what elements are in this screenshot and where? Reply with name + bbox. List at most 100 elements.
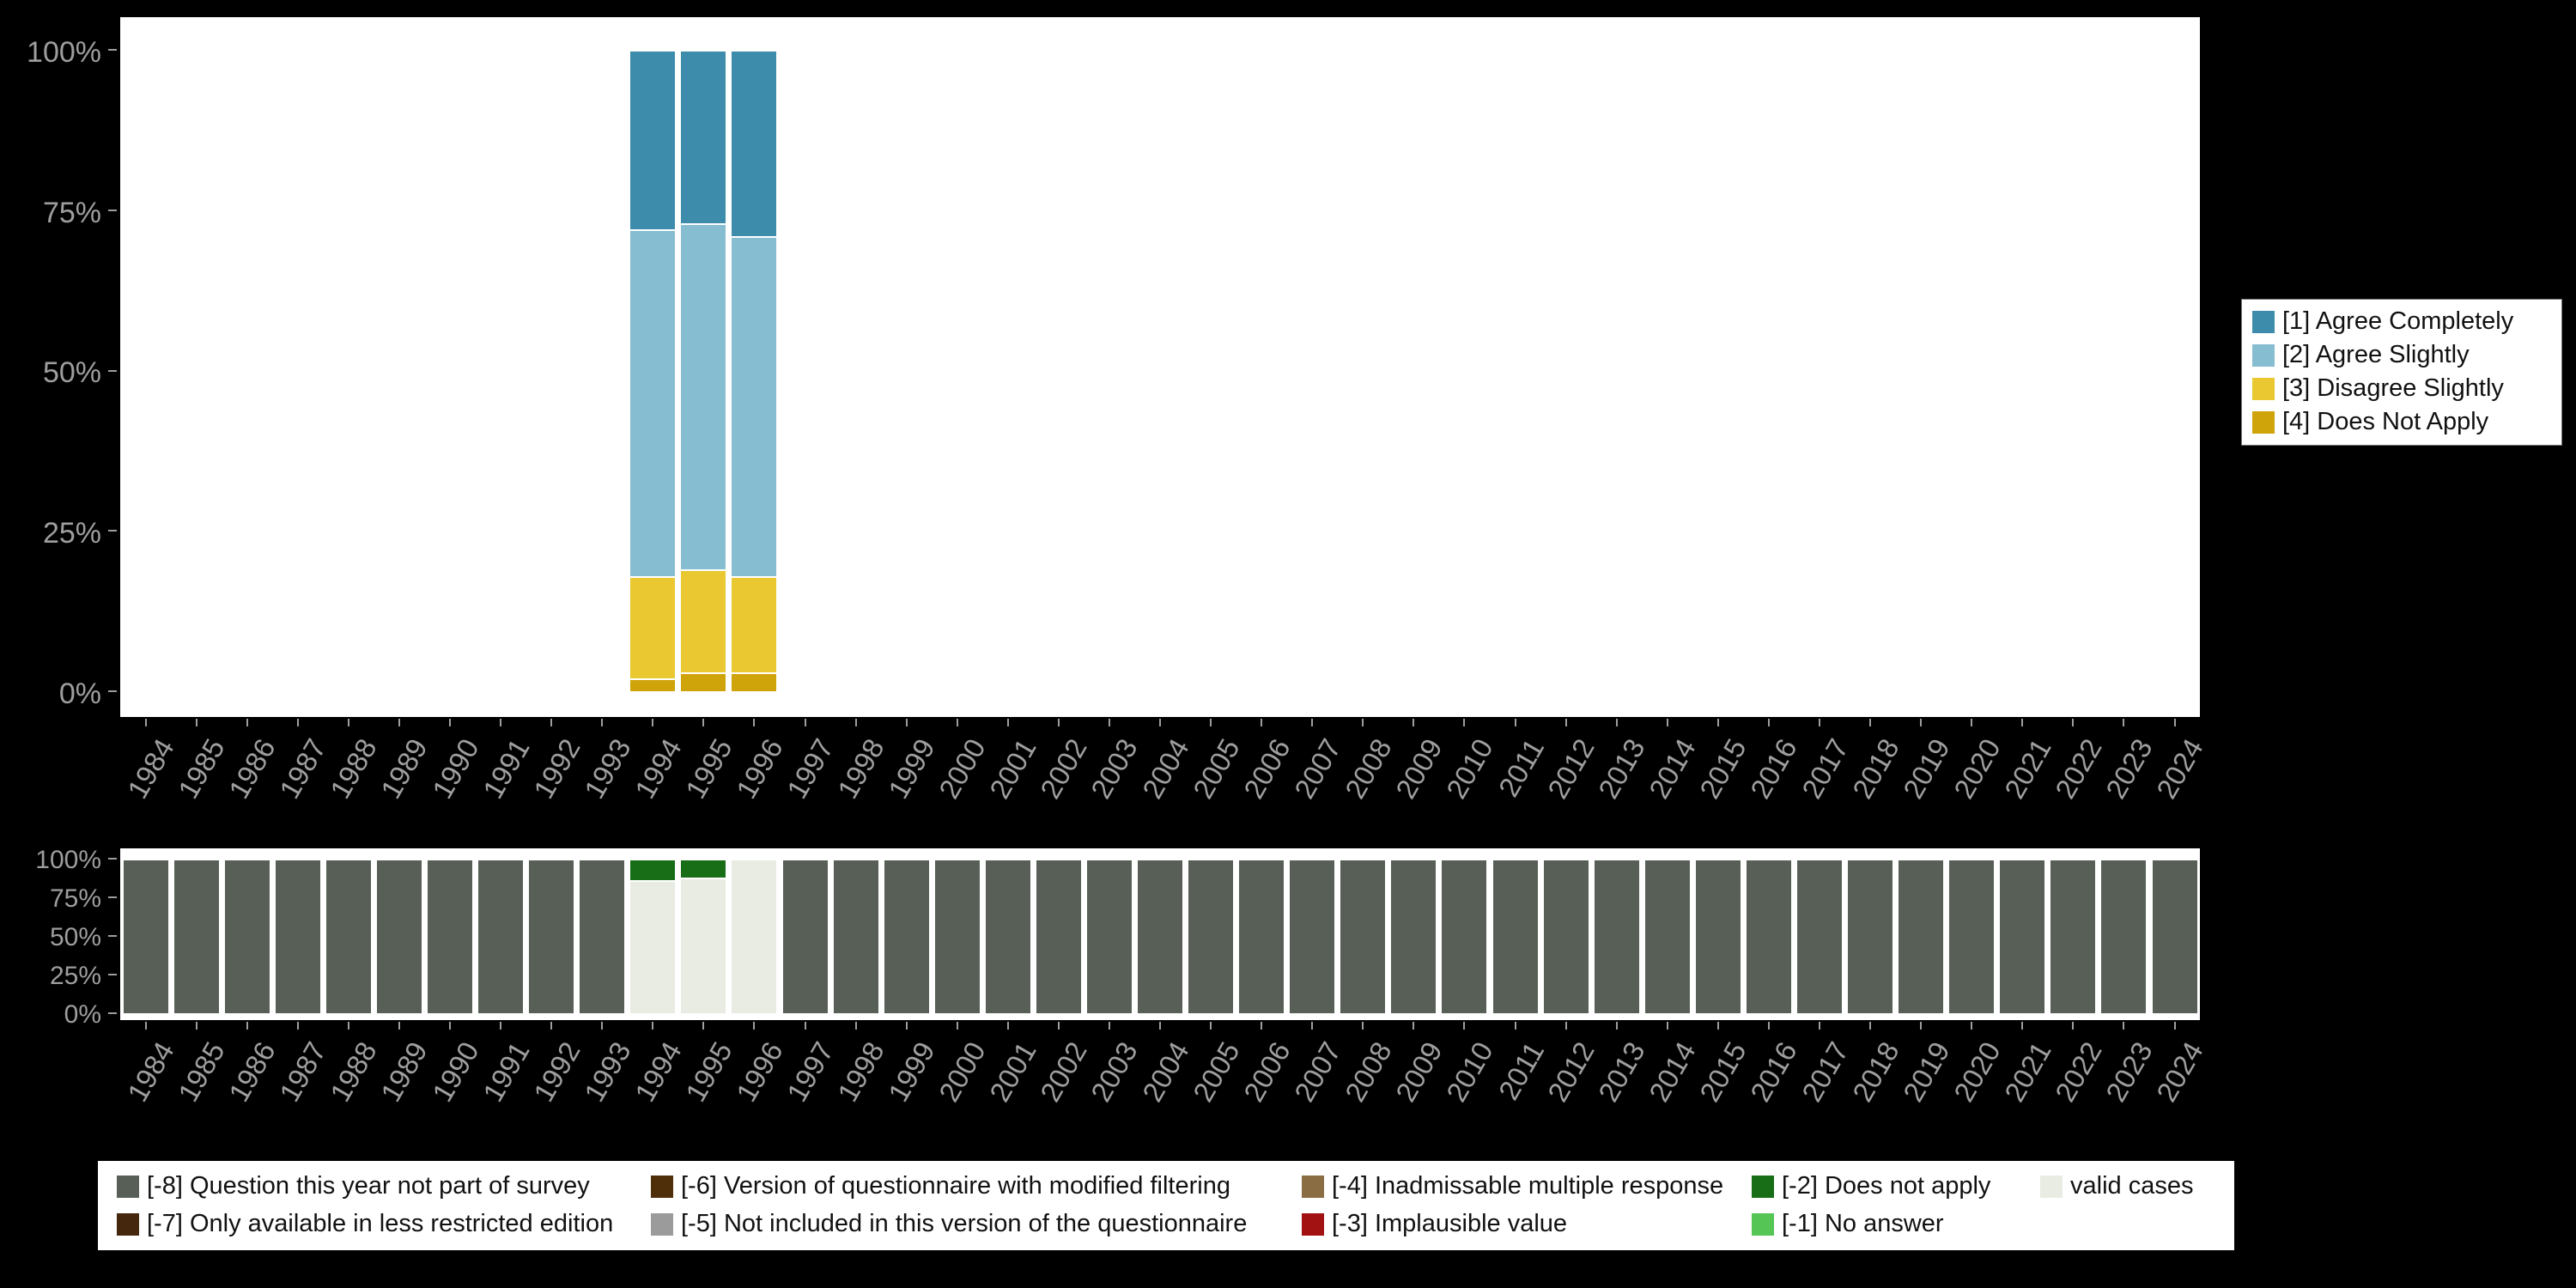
bar-segment[interactable] — [1290, 860, 1335, 1013]
x-axis-tick — [652, 1022, 654, 1030]
x-axis-label: 1995 — [678, 733, 738, 805]
bar-segment[interactable] — [630, 52, 676, 230]
bar-segment[interactable] — [325, 860, 371, 1013]
bar-segment[interactable] — [580, 860, 625, 1013]
x-axis-tick — [702, 1022, 705, 1030]
bar-segment[interactable] — [123, 860, 168, 1013]
x-axis-label: 2020 — [1947, 1036, 2007, 1108]
bar-segment[interactable] — [376, 860, 422, 1013]
x-axis-label: 1989 — [374, 733, 434, 805]
missing-chart-section: 0% 25% 50% 75% 100% 1984 1985 1986 1987 1988 1989… — [0, 848, 2576, 1132]
legend-item: [3] Disagree Slightly — [2252, 374, 2551, 403]
bar-segment[interactable] — [173, 860, 219, 1013]
bar-segment[interactable] — [630, 231, 676, 576]
legend-item: valid cases — [2040, 1172, 2234, 1200]
x-axis-tick — [1463, 719, 1466, 726]
bar-segment[interactable] — [2000, 860, 2045, 1013]
x-axis-label: 2019 — [1896, 733, 1956, 805]
legend-item: [-6] Version of questionnaire with modif… — [651, 1172, 1302, 1200]
x-axis-label: 1988 — [324, 733, 384, 805]
x-axis-tick — [1210, 1022, 1212, 1030]
x-axis-label: 2003 — [1084, 1036, 1145, 1108]
bar-segment[interactable] — [630, 860, 676, 881]
x-axis-tick — [956, 1022, 958, 1030]
x-axis-label: 2013 — [1592, 733, 1652, 805]
bar-segment[interactable] — [630, 882, 676, 1013]
bar-segment[interactable] — [1492, 860, 1538, 1013]
x-axis-tick — [1362, 1022, 1364, 1030]
x-axis-tick — [905, 719, 908, 726]
bar-segment[interactable] — [2152, 860, 2197, 1013]
bar-segment[interactable] — [275, 860, 320, 1013]
bar-segment[interactable] — [1746, 860, 1791, 1013]
bar-segment[interactable] — [1239, 860, 1285, 1013]
bar-segment[interactable] — [732, 577, 777, 672]
bar-segment[interactable] — [732, 673, 777, 691]
bar-segment[interactable] — [681, 52, 726, 223]
bar-segment[interactable] — [1543, 860, 1589, 1013]
x-axis-tick — [2072, 1022, 2075, 1030]
missing-x-axis: 1984 1985 1986 1987 1988 1989 1990 1991 1992 1993… — [120, 1022, 2209, 1132]
x-axis-label: 1997 — [781, 1036, 840, 1108]
bar-segment[interactable] — [478, 860, 523, 1013]
y-axis-label: 50% — [42, 356, 101, 390]
bar-segment[interactable] — [529, 860, 574, 1013]
x-axis-label: 2015 — [1693, 733, 1753, 805]
x-axis-label: 2008 — [1338, 1036, 1398, 1108]
bar-segment[interactable] — [884, 860, 929, 1013]
bar-segment[interactable] — [1138, 860, 1182, 1013]
bar-segment[interactable] — [732, 52, 777, 236]
legend-label: [-3] Implausible value — [1332, 1209, 1568, 1237]
x-axis-label: 2015 — [1693, 1036, 1753, 1108]
y-axis-label: 50% — [49, 923, 101, 952]
x-axis-label: 2004 — [1135, 1036, 1195, 1108]
bar-segment[interactable] — [1644, 860, 1690, 1013]
bar-segment[interactable] — [224, 860, 270, 1013]
legend-swatch — [117, 1212, 139, 1236]
bar-segment[interactable] — [2050, 860, 2096, 1013]
bar-segment[interactable] — [1899, 860, 1944, 1013]
bar-segment[interactable] — [934, 860, 980, 1013]
bar-segment[interactable] — [1695, 860, 1741, 1013]
x-axis-tick — [398, 1022, 400, 1030]
x-axis-tick — [1159, 1022, 1161, 1030]
bar-segment[interactable] — [630, 577, 676, 679]
bar-segment[interactable] — [428, 860, 472, 1013]
legend-swatch — [1302, 1212, 1324, 1236]
x-axis-label: 2003 — [1084, 733, 1145, 805]
x-axis-label: 1992 — [526, 733, 586, 805]
bar-segment[interactable] — [681, 224, 726, 570]
bar-segment[interactable] — [1594, 860, 1639, 1013]
bar-segment[interactable] — [1086, 860, 1132, 1013]
bar-segment[interactable] — [681, 860, 726, 878]
x-axis-tick — [956, 719, 958, 726]
bar-segment[interactable] — [1949, 860, 1995, 1013]
x-axis-tick — [347, 719, 349, 726]
bar-segment[interactable] — [681, 571, 726, 672]
bar-segment[interactable] — [1442, 860, 1487, 1013]
bar-segment[interactable] — [630, 680, 676, 691]
y-axis-label: 100% — [35, 846, 101, 875]
bar-segment[interactable] — [985, 860, 1030, 1013]
x-axis-tick — [1819, 1022, 1820, 1030]
bar-segment[interactable] — [1188, 860, 1234, 1013]
bar-segment[interactable] — [732, 237, 777, 576]
bar-segment[interactable] — [1391, 860, 1437, 1013]
bar-segment[interactable] — [2101, 860, 2147, 1013]
bar-segment[interactable] — [1797, 860, 1842, 1013]
bar-segment[interactable] — [1848, 860, 1893, 1013]
bar-segment[interactable] — [681, 673, 726, 691]
bar-segment[interactable] — [1036, 860, 1081, 1013]
bar-segment[interactable] — [681, 878, 726, 1013]
bar-segment[interactable] — [782, 860, 828, 1013]
x-axis-label: 1992 — [526, 1036, 586, 1108]
x-axis-tick — [854, 1022, 857, 1030]
legend-swatch — [2252, 377, 2275, 400]
bar-segment[interactable] — [833, 860, 878, 1013]
bar-segment[interactable] — [1340, 860, 1386, 1013]
x-axis-tick — [347, 1022, 349, 1030]
bar-segment[interactable] — [732, 860, 777, 1013]
x-axis-tick — [2123, 719, 2125, 726]
legend-swatch — [2040, 1175, 2063, 1198]
legend-swatch — [117, 1175, 139, 1198]
